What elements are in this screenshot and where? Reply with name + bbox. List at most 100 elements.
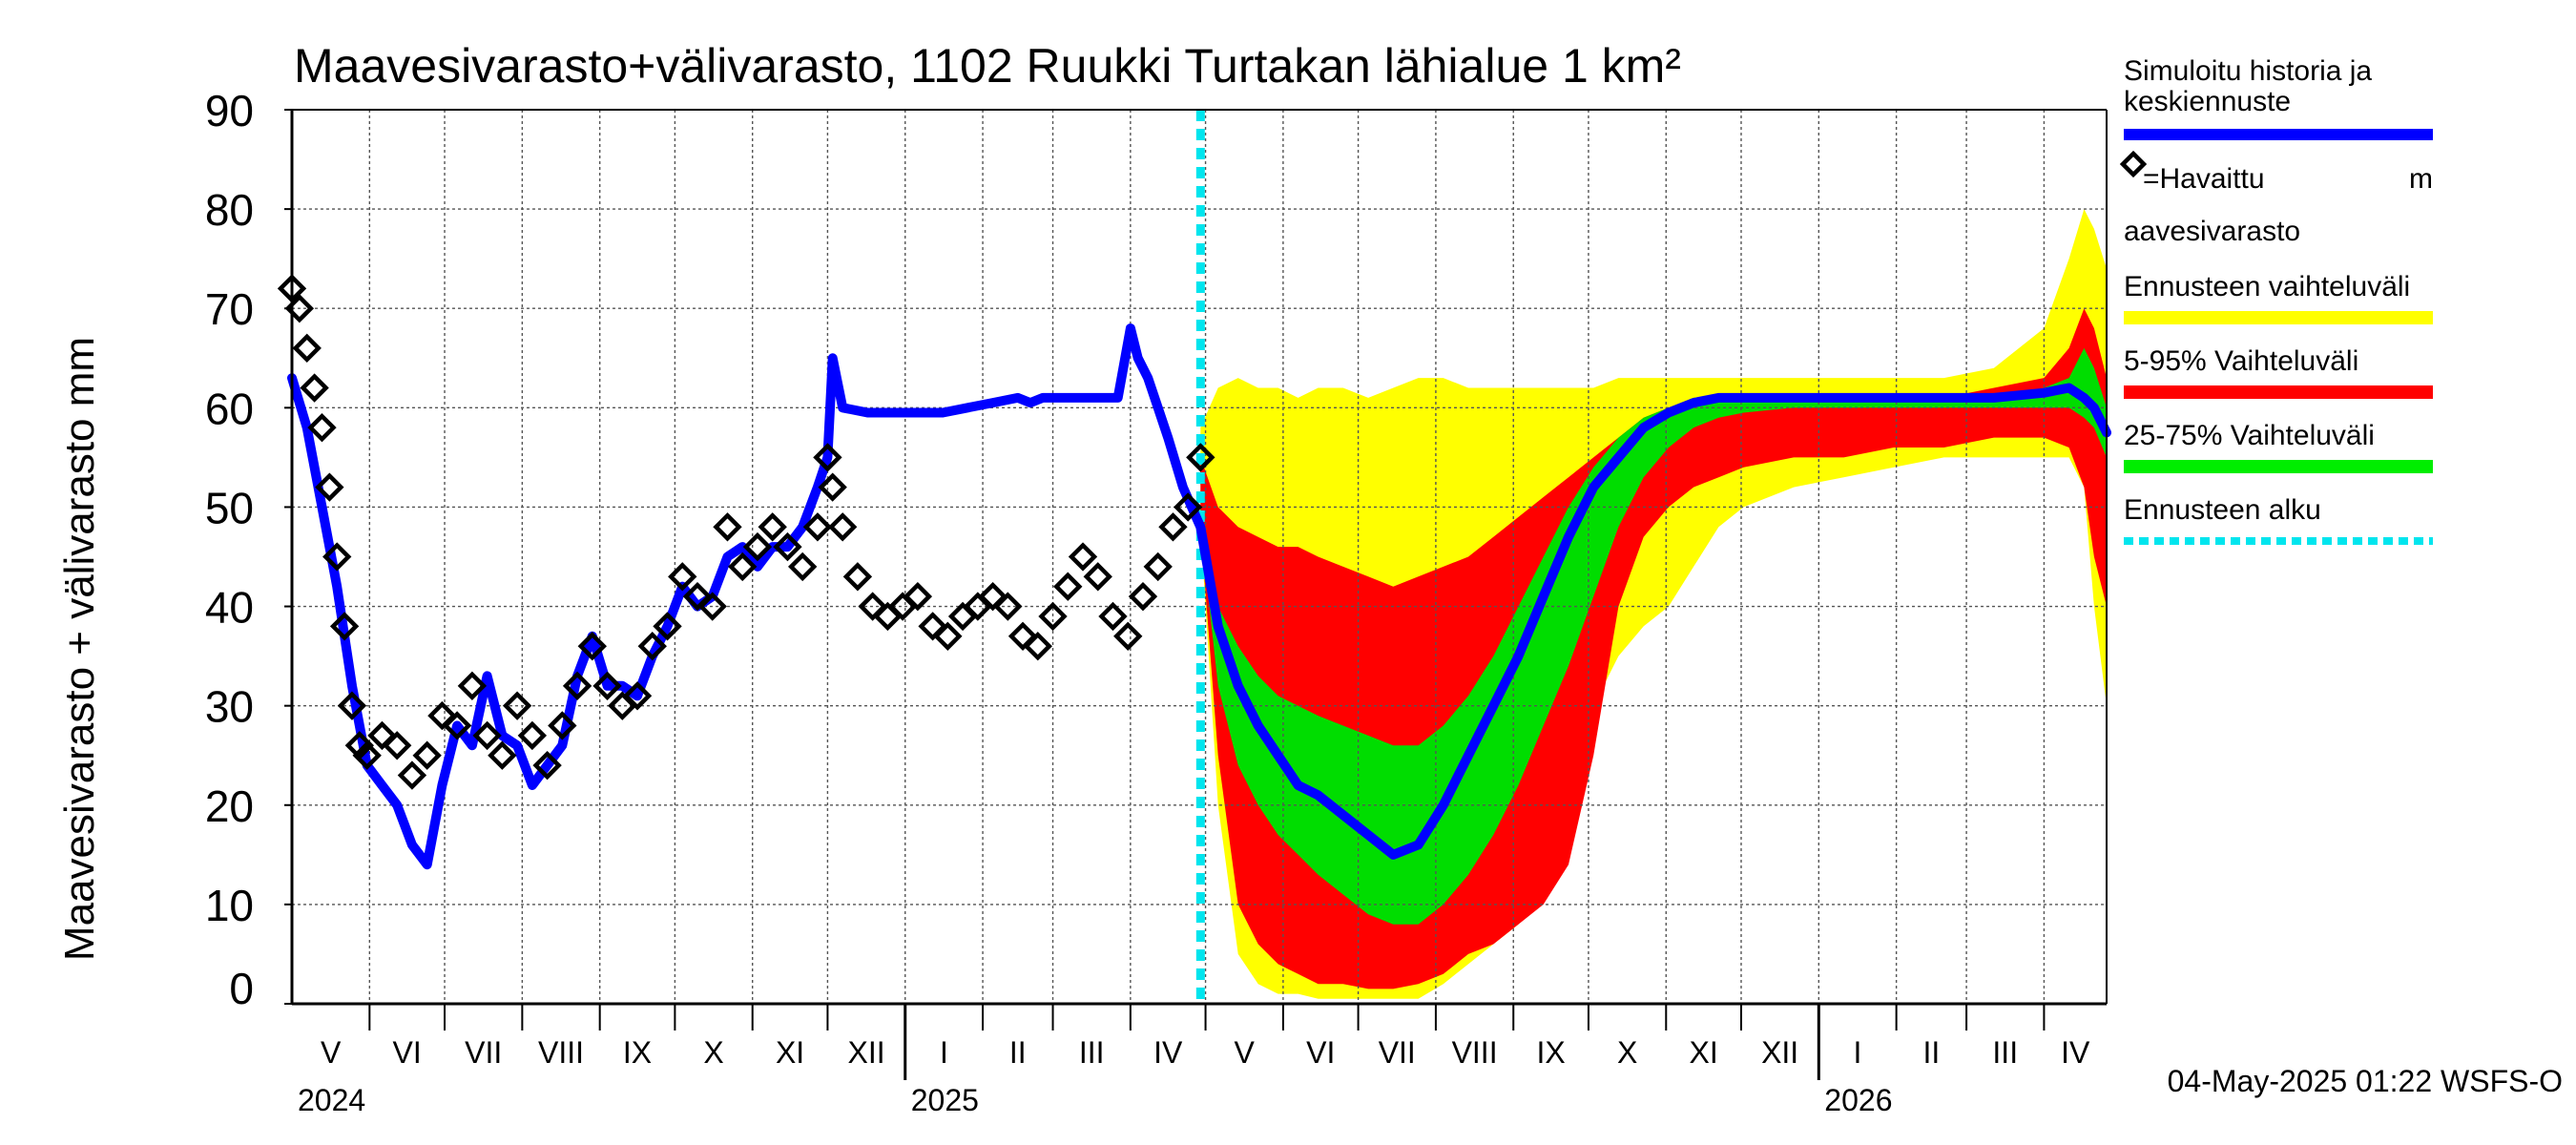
- month-label-15: VIII: [1452, 1035, 1498, 1070]
- legend-label-forecast-range: Ennusteen vaihteluväli: [2124, 271, 2410, 302]
- observed-point-8: [337, 691, 367, 720]
- observed-point-4: [307, 412, 337, 443]
- observed-point-25: [577, 632, 607, 661]
- observed-point-3: [300, 373, 329, 403]
- y-tick-label-8: 80: [205, 185, 254, 235]
- observed-point-18: [472, 720, 502, 751]
- observed-point-57: [1038, 601, 1068, 632]
- observed-point-40: [802, 512, 833, 542]
- month-label-19: XII: [1761, 1035, 1798, 1070]
- observed-point-16: [442, 711, 472, 740]
- month-label-6: XI: [776, 1035, 804, 1070]
- observed-point-59: [1068, 542, 1098, 572]
- year-label-0: 2024: [298, 1083, 365, 1117]
- legend-label-observed-line-1: =Havaittu: [2143, 163, 2265, 195]
- legend-swatch-observed: [2119, 150, 2148, 178]
- month-label-9: II: [1009, 1035, 1027, 1070]
- observed-point-17: [457, 671, 488, 701]
- legend-label-simulated-line-2: keskiennuste: [2124, 86, 2291, 117]
- observed-point-30: [653, 612, 682, 641]
- legend-label-simulated-line-1: Simuloitu historia ja: [2124, 55, 2372, 87]
- month-label-1: VI: [393, 1035, 422, 1070]
- observed-point-26: [592, 671, 622, 701]
- observed-point-60: [1083, 562, 1112, 592]
- observed-point-61: [1098, 601, 1128, 632]
- observed-point-5: [315, 472, 344, 502]
- observed-point-55: [1008, 621, 1038, 651]
- footer-timestamp: 04-May-2025 01:22 WSFS-O: [2168, 1064, 2563, 1098]
- observed-point-34: [713, 512, 742, 542]
- observed-point-62: [1113, 621, 1143, 651]
- bands-layer: [1200, 209, 2107, 999]
- observed-point-63: [1128, 581, 1158, 612]
- observed-point-15: [427, 700, 457, 731]
- markers-layer: [277, 274, 1215, 790]
- month-label-7: XII: [848, 1035, 885, 1070]
- observed-point-6: [322, 542, 352, 572]
- month-label-0: V: [321, 1035, 342, 1070]
- observed-point-67: [1186, 443, 1215, 472]
- observed-point-20: [502, 691, 532, 720]
- y-tick-label-6: 60: [205, 384, 254, 433]
- observed-point-10: [352, 740, 382, 770]
- observed-point-24: [562, 671, 592, 701]
- month-label-3: VIII: [538, 1035, 584, 1070]
- observed-point-58: [1053, 572, 1083, 601]
- grid-layer: [292, 110, 2107, 1004]
- observed-point-7: [329, 612, 360, 641]
- month-label-23: IV: [2061, 1035, 2090, 1070]
- y-tick-label-7: 70: [205, 284, 254, 334]
- observed-point-31: [668, 562, 697, 592]
- observed-point-50: [933, 621, 963, 651]
- observed-point-2: [292, 333, 322, 364]
- observed-point-29: [637, 632, 667, 661]
- observed-point-19: [488, 740, 517, 770]
- month-label-12: V: [1235, 1035, 1256, 1070]
- y-tick-label-0: 0: [229, 964, 254, 1013]
- observed-point-54: [993, 592, 1023, 621]
- observed-point-33: [697, 592, 727, 621]
- observed-point-12: [383, 731, 412, 760]
- month-label-22: III: [1992, 1035, 2018, 1070]
- month-label-16: IX: [1536, 1035, 1565, 1070]
- band-3: [1200, 347, 2107, 925]
- y-tick-label-5: 50: [205, 483, 254, 532]
- y-tick-label-1: 10: [205, 881, 254, 930]
- observed-point-21: [517, 720, 548, 751]
- y-tick-label-9: 90: [205, 86, 254, 135]
- series-simulated-line: [287, 323, 2111, 870]
- y-tick-label-4: 40: [205, 583, 254, 633]
- month-label-14: VII: [1379, 1035, 1416, 1070]
- observed-point-42: [818, 472, 847, 502]
- observed-point-13: [397, 760, 427, 790]
- observed-point-11: [367, 720, 397, 751]
- observed-point-14: [412, 740, 442, 770]
- observed-point-65: [1158, 512, 1188, 542]
- observed-point-48: [903, 581, 933, 612]
- y-axis-label: Maavesivarasto + välivarasto mm: [56, 337, 103, 961]
- month-label-20: I: [1854, 1035, 1862, 1070]
- observed-point-66: [1174, 492, 1203, 522]
- month-label-17: X: [1617, 1035, 1637, 1070]
- y-tick-label-2: 20: [205, 781, 254, 831]
- observed-point-23: [548, 711, 577, 740]
- observed-point-37: [758, 512, 787, 542]
- chart-title: Maavesivarasto+välivarasto, 1102 Ruukki …: [294, 39, 1681, 93]
- legend-label-band-25-75: 25-75% Vaihteluväli: [2124, 420, 2375, 451]
- month-label-18: XI: [1690, 1035, 1718, 1070]
- month-label-5: X: [703, 1035, 723, 1070]
- month-label-4: IX: [623, 1035, 652, 1070]
- observed-point-41: [813, 443, 842, 472]
- observed-point-43: [827, 512, 858, 542]
- legend-label-band-5-95: 5-95% Vaihteluväli: [2124, 345, 2358, 377]
- observed-point-38: [773, 531, 802, 562]
- legend-label-observed-line-2: aavesivarasto: [2124, 216, 2300, 247]
- month-label-2: VII: [465, 1035, 502, 1070]
- y-tick-label-3: 30: [205, 682, 254, 732]
- observed-point-28: [622, 681, 653, 711]
- observed-point-39: [788, 552, 818, 582]
- month-label-8: I: [940, 1035, 948, 1070]
- month-label-21: II: [1922, 1035, 1940, 1070]
